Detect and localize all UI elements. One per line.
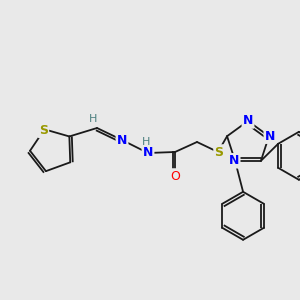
Text: S: S bbox=[214, 146, 224, 158]
Text: N: N bbox=[243, 115, 253, 128]
Text: N: N bbox=[143, 146, 153, 160]
Text: H: H bbox=[142, 137, 150, 147]
Text: N: N bbox=[229, 154, 239, 167]
Text: H: H bbox=[89, 114, 97, 124]
Text: S: S bbox=[39, 124, 48, 137]
Text: N: N bbox=[117, 134, 127, 146]
Text: N: N bbox=[265, 130, 275, 143]
Text: O: O bbox=[170, 169, 180, 182]
